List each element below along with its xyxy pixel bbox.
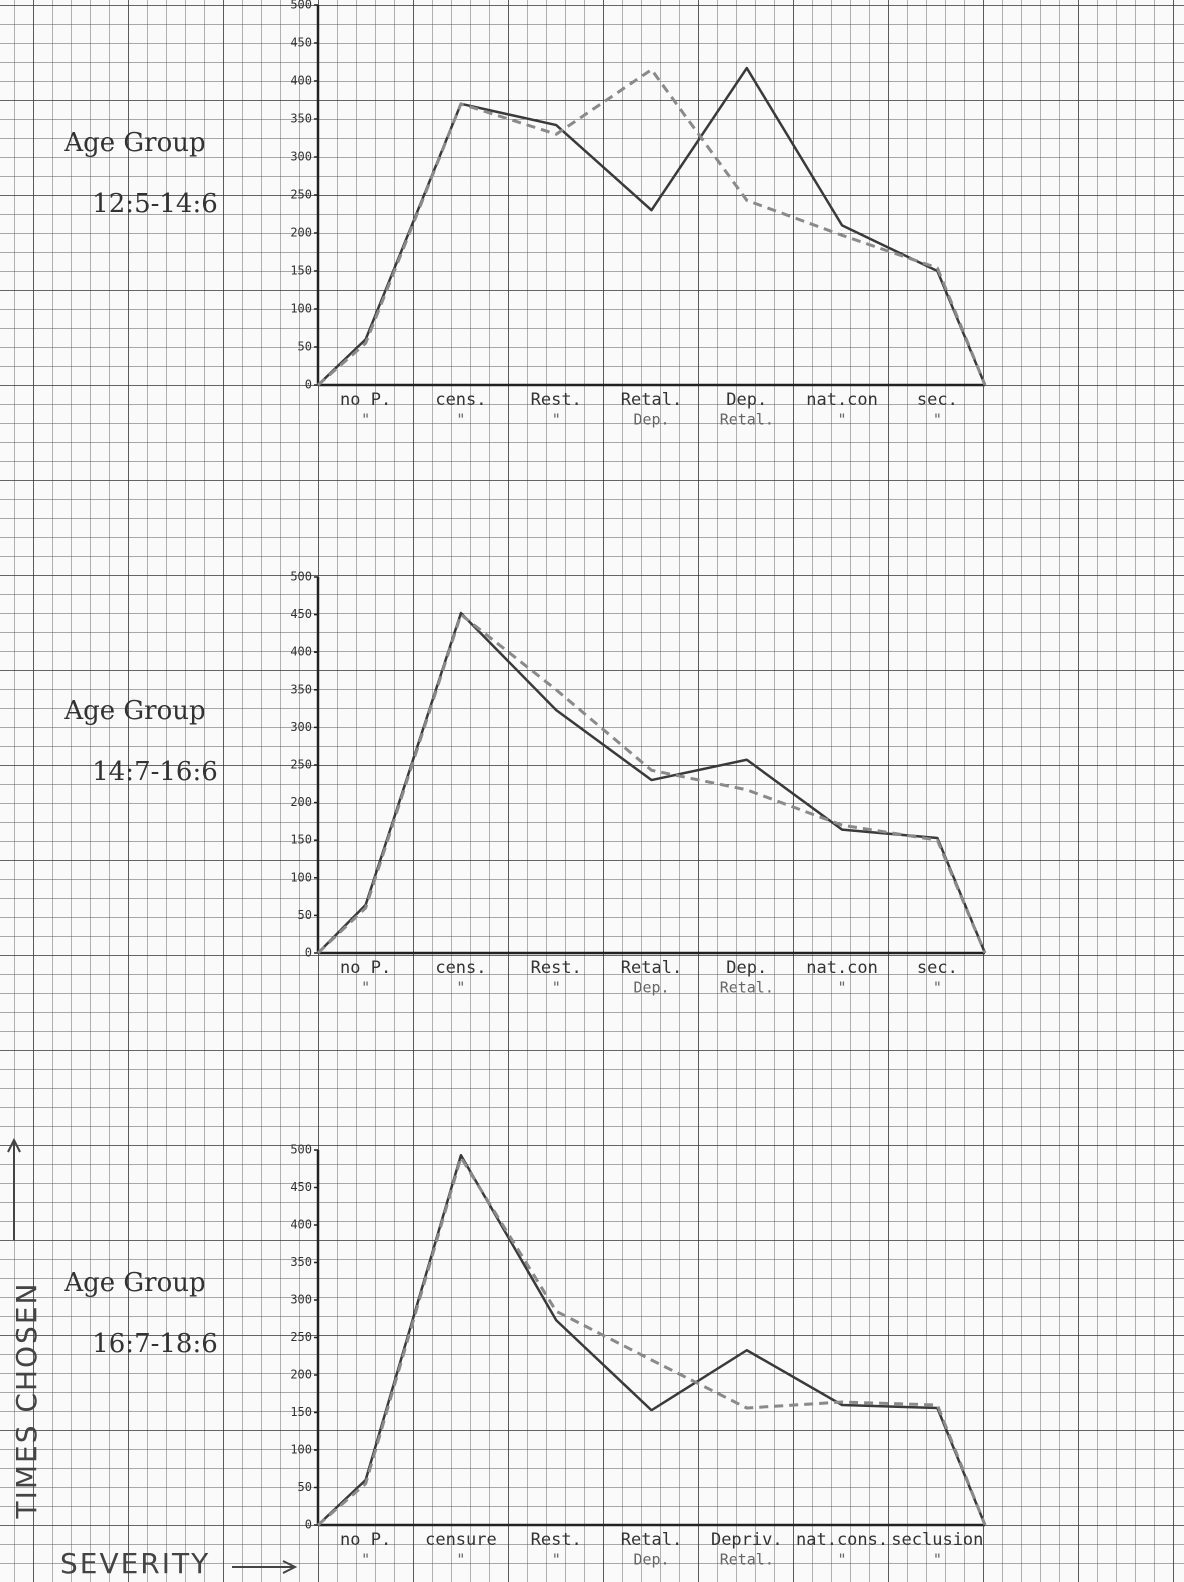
x-tick-label: no P. [340,1530,391,1550]
x-tick-label-row2: " [933,979,942,997]
x-tick-label-row2: " [933,411,942,429]
chart-subtitle: 16:7-18:6 [92,1329,218,1359]
x-tick-label-row2: Retal. [720,411,774,429]
x-tick-label-row2: " [456,1551,465,1569]
y-tick-label: 400 [290,645,312,659]
x-tick-label: nat.cons. [796,1530,888,1550]
y-tick-label: 300 [290,720,312,734]
x-tick-label: Retal. [621,390,682,410]
x-tick-label-row2: " [361,979,370,997]
chart-title: Age Group [63,128,205,158]
y-tick-label: 250 [290,188,312,202]
x-tick-label-row2: " [361,411,370,429]
x-tick-label: no P. [340,390,391,410]
x-tick-label-row2: " [361,1551,370,1569]
x-tick-label-row2: " [552,1551,561,1569]
x-tick-label: Rest. [531,390,582,410]
y-tick-label: 0 [305,1518,312,1532]
x-tick-label-row2: " [838,1551,847,1569]
x-tick-label-row2: " [838,979,847,997]
y-tick-label: 500 [290,570,312,584]
y-tick-label: 400 [290,1218,312,1232]
y-tick-label: 450 [290,36,312,50]
y-tick-label: 150 [290,1405,312,1419]
y-tick-label: 450 [290,1180,312,1194]
x-tick-label: Dep. [726,958,767,978]
y-axis-title: TIMES CHOSEN [10,1282,43,1520]
y-tick-label: 50 [298,1480,312,1494]
chart-title: Age Group [63,696,205,726]
x-tick-label: censure [425,1530,497,1550]
x-tick-label-row2: " [552,411,561,429]
x-tick-label: sec. [917,390,958,410]
x-tick-label: nat.con [806,390,878,410]
x-tick-label: no P. [340,958,391,978]
x-tick-label-row2: " [456,979,465,997]
y-tick-label: 150 [290,833,312,847]
chart: TIMES CHOSEN SEVERITY 0 50 100 150 200 250 300… [0,0,1184,1582]
y-tick-label: 450 [290,607,312,621]
y-tick-label: 300 [290,150,312,164]
y-tick-label: 50 [298,340,312,354]
x-axis-title: SEVERITY [60,1547,210,1580]
y-tick-label: 250 [290,758,312,772]
y-tick-label: 0 [305,378,312,392]
y-tick-label: 0 [305,946,312,960]
y-tick-label: 150 [290,264,312,278]
y-tick-label: 200 [290,795,312,809]
x-tick-label-row2: Dep. [633,1551,669,1569]
y-tick-label: 350 [290,112,312,126]
chart-subtitle: 14:7-16:6 [92,757,218,787]
y-tick-label: 50 [298,908,312,922]
chart-subtitle: 12:5-14:6 [92,189,218,219]
x-tick-label: Dep. [726,390,767,410]
x-tick-label: Retal. [621,958,682,978]
x-tick-label-row2: Dep. [633,411,669,429]
x-tick-label-row2: " [456,411,465,429]
x-tick-label: nat.con [806,958,878,978]
y-tick-label: 300 [290,1293,312,1307]
y-tick-label: 350 [290,1255,312,1269]
y-tick-label: 200 [290,226,312,240]
y-tick-label: 250 [290,1330,312,1344]
x-tick-label: cens. [435,390,486,410]
x-tick-label: Rest. [531,958,582,978]
x-tick-label: Depriv. [711,1530,783,1550]
chart-title: Age Group [63,1268,205,1298]
y-tick-label: 500 [290,1143,312,1157]
x-tick-label-row2: Retal. [720,979,774,997]
x-tick-label-row2: " [552,979,561,997]
x-tick-label: cens. [435,958,486,978]
x-tick-label: sec. [917,958,958,978]
x-tick-label: Retal. [621,1530,682,1550]
x-tick-label-row2: Retal. [720,1551,774,1569]
x-tick-label-row2: " [838,411,847,429]
y-tick-label: 200 [290,1368,312,1382]
y-tick-label: 100 [290,870,312,884]
y-tick-label: 500 [290,0,312,12]
x-tick-label: Rest. [531,1530,582,1550]
x-tick-label-row2: " [933,1551,942,1569]
x-tick-label: seclusion [891,1530,983,1550]
y-tick-label: 100 [290,1443,312,1457]
y-tick-label: 400 [290,74,312,88]
y-tick-label: 350 [290,682,312,696]
x-tick-label-row2: Dep. [633,979,669,997]
y-tick-label: 100 [290,302,312,316]
